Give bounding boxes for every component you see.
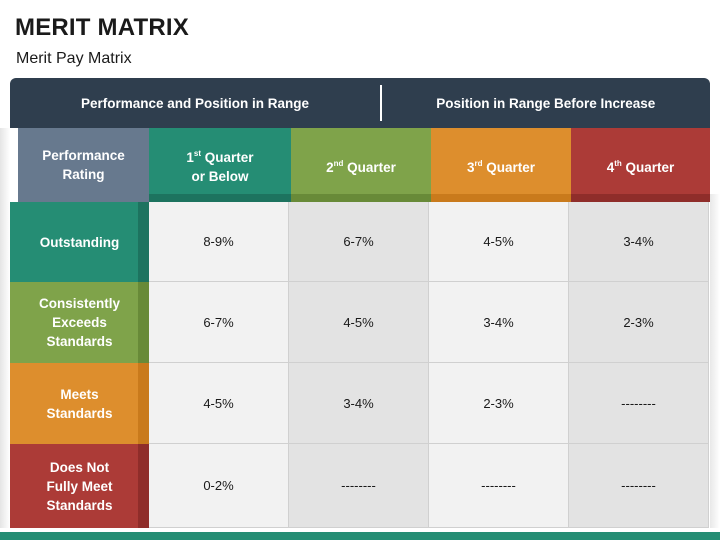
- right-shadow: [710, 194, 720, 528]
- row-label-line: Standards: [46, 497, 113, 513]
- q1-accent-bar: [149, 194, 291, 202]
- table-top-header: Performance and Position in Range Positi…: [10, 78, 710, 128]
- table-cell: 4-5%: [149, 363, 289, 444]
- header-position-before-increase: Position in Range Before Increase: [436, 95, 656, 111]
- table-cell: 3-4%: [289, 363, 429, 444]
- table-cell: 2-3%: [569, 282, 709, 363]
- row-label-meets-standards: Meets Standards: [10, 363, 149, 444]
- row-label-does-not-meet: Does Not Fully Meet Standards: [10, 444, 149, 528]
- header-divider: [380, 85, 382, 121]
- q3-number: 3: [466, 159, 475, 175]
- table-cell: 6-7%: [289, 202, 429, 282]
- row-label-line: Does Not: [49, 459, 110, 475]
- row-label-line: Standards: [46, 334, 113, 349]
- page-subtitle: Merit Pay Matrix: [16, 50, 132, 67]
- page-title: MERIT MATRIX: [15, 14, 189, 41]
- q4-quarter: Quarter: [621, 159, 675, 175]
- table-cell: 2-3%: [429, 363, 569, 444]
- q4-number: 4: [606, 159, 615, 175]
- table-cell: 6-7%: [149, 282, 289, 363]
- table-cell: 3-4%: [569, 202, 709, 282]
- q2-number: 2: [326, 159, 334, 175]
- row-edge-meets-standards: [138, 363, 149, 444]
- column-header-q2: 2nd Quarter: [291, 128, 431, 202]
- table-cell: --------: [569, 444, 709, 528]
- column-header-rating-line1: Performance: [42, 148, 125, 163]
- table-cell: 3-4%: [429, 282, 569, 363]
- table-cell: 4-5%: [429, 202, 569, 282]
- q4-accent-bar: [571, 194, 710, 202]
- table-cell: 4-5%: [289, 282, 429, 363]
- q1-number: 1: [186, 150, 194, 165]
- header-performance-position: Performance and Position in Range: [80, 95, 310, 111]
- q2-quarter: Quarter: [343, 159, 396, 175]
- row-label-line: Meets: [60, 386, 99, 402]
- q1-line2: or Below: [191, 169, 249, 184]
- left-shadow: [0, 128, 10, 528]
- table-cell: 8-9%: [149, 202, 289, 282]
- row-label-line: Exceeds: [52, 315, 107, 330]
- row-label-line: Fully Meet: [46, 478, 113, 494]
- q3-accent-bar: [431, 194, 571, 202]
- row-label-line: Consistently: [38, 296, 120, 311]
- column-header-q1: 1st Quarter or Below: [149, 128, 291, 202]
- table-cell: --------: [569, 363, 709, 444]
- table-cell: --------: [289, 444, 429, 528]
- row-label-outstanding: Outstanding: [10, 202, 149, 282]
- row-edge-consistently-exceeds: [138, 282, 149, 363]
- row-edge-outstanding: [138, 202, 149, 282]
- row-label-line: Outstanding: [39, 234, 120, 250]
- column-header-performance-rating: Performance Rating: [18, 128, 149, 202]
- row-label-consistently-exceeds: Consistently Exceeds Standards: [10, 282, 149, 363]
- table-cell: 0-2%: [149, 444, 289, 528]
- footer-accent-line: [0, 532, 720, 540]
- table-cell: --------: [429, 444, 569, 528]
- row-edge-does-not-meet: [138, 444, 149, 528]
- q3-quarter: Quarter: [482, 159, 536, 175]
- column-header-q4: 4th Quarter: [571, 128, 710, 202]
- column-header-q3: 3rd Quarter: [431, 128, 571, 202]
- column-header-rating-line2: Rating: [62, 167, 105, 182]
- q2-suffix: nd: [333, 158, 344, 168]
- row-label-line: Standards: [46, 405, 113, 421]
- q4-suffix: th: [614, 158, 622, 168]
- q1-quarter: Quarter: [201, 150, 254, 165]
- q3-suffix: rd: [474, 158, 483, 168]
- q2-accent-bar: [291, 194, 431, 202]
- q1-suffix: st: [193, 149, 202, 158]
